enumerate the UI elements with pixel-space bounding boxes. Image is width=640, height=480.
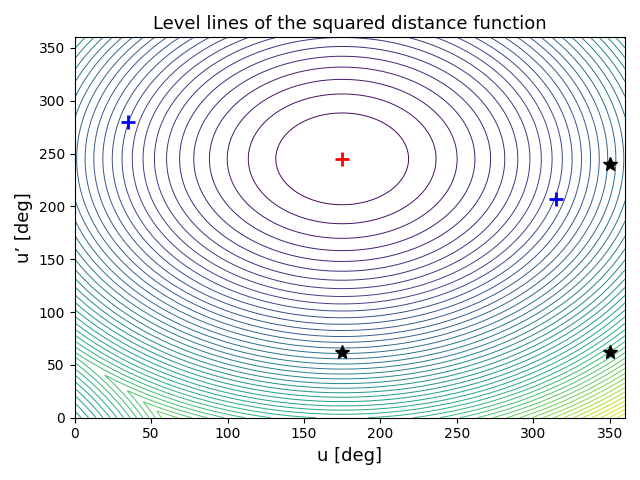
Title: Level lines of the squared distance function: Level lines of the squared distance func… (153, 15, 547, 33)
Y-axis label: u’ [deg]: u’ [deg] (15, 192, 33, 263)
X-axis label: u [deg]: u [deg] (317, 447, 382, 465)
